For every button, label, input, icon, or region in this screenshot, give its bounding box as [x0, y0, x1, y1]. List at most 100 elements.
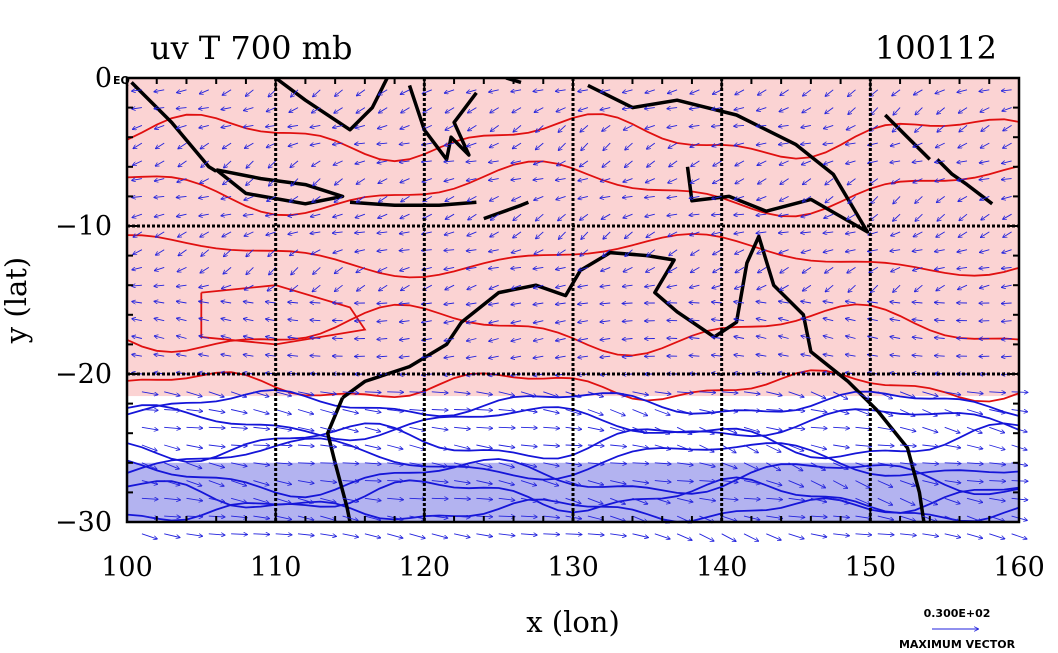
wind-vector: [758, 178, 767, 184]
x-tick-label: 160: [993, 552, 1045, 583]
wind-vector: [734, 214, 745, 215]
wind-vector: [267, 284, 276, 291]
wind-vector: [498, 444, 515, 448]
wind-vector: [846, 160, 856, 164]
wind-vector: [915, 125, 923, 132]
wind-vector: [734, 143, 745, 146]
wind-vector: [387, 463, 403, 465]
wind-vector: [712, 108, 722, 110]
wind-vector: [756, 355, 767, 357]
wind-vector: [141, 480, 158, 485]
wind-vector: [489, 250, 499, 252]
wind-vector: [445, 125, 455, 130]
wind-vector: [959, 125, 968, 131]
wind-vector: [132, 90, 142, 91]
wind-vector: [578, 339, 588, 341]
wind-vector: [520, 462, 536, 467]
wind-vector: [320, 463, 336, 464]
wind-vector: [422, 178, 432, 182]
wind-vector: [721, 498, 738, 500]
wind-vector: [743, 498, 760, 499]
wind-vector: [1002, 196, 1012, 199]
wind-vector: [342, 426, 358, 431]
wind-vector: [431, 444, 447, 449]
wind-vector: [498, 427, 515, 428]
wind-vector: [913, 178, 923, 183]
wind-vector: [735, 178, 745, 184]
wind-vector: [721, 462, 737, 469]
wind-vector: [779, 318, 789, 320]
wind-vector: [133, 124, 143, 129]
wind-vector: [667, 125, 678, 127]
wind-vector: [490, 195, 499, 201]
wind-vector: [290, 160, 299, 167]
wind-vector: [922, 391, 937, 397]
wind-vector: [290, 196, 299, 202]
wind-vector: [364, 444, 381, 449]
wind-vector: [757, 249, 767, 254]
wind-vector: [409, 426, 426, 430]
wind-vector: [556, 90, 566, 92]
wind-vector: [520, 391, 536, 397]
wind-vector: [445, 89, 455, 93]
wind-vector: [559, 231, 566, 239]
wind-vector: [498, 462, 514, 468]
wind-vector: [267, 196, 276, 201]
wind-vector: [275, 426, 292, 430]
wind-vector: [444, 250, 455, 251]
wind-vector: [556, 179, 566, 181]
wind-vector: [201, 142, 210, 149]
wind-vector: [779, 249, 789, 254]
wind-vector: [155, 124, 165, 128]
wind-vector: [290, 284, 299, 291]
wind-vector: [1002, 339, 1012, 340]
wind-vector: [979, 90, 990, 92]
wind-vector: [244, 214, 254, 215]
wind-vector: [357, 89, 366, 96]
wind-vector: [513, 231, 522, 238]
wind-vector: [246, 89, 254, 96]
wind-vector: [780, 178, 789, 185]
wind-vector: [779, 143, 789, 145]
wind-vector: [610, 515, 625, 521]
wind-vector: [536, 213, 544, 221]
wind-vector: [825, 89, 834, 96]
wind-vector: [1011, 533, 1027, 539]
wind-vector: [334, 160, 343, 165]
wind-vector: [712, 355, 722, 356]
wind-vector: [476, 480, 492, 484]
wind-vector: [297, 426, 314, 431]
wind-vector: [877, 391, 892, 399]
wind-vector: [810, 497, 827, 502]
wind-vector: [668, 89, 678, 94]
wind-vector: [208, 445, 225, 447]
wind-vector: [989, 497, 1005, 501]
wind-vector: [357, 284, 366, 291]
wind-vector: [1003, 231, 1012, 237]
wind-vector: [610, 480, 626, 485]
wind-vector: [989, 426, 1004, 432]
wind-vector: [401, 196, 410, 201]
wind-vector: [712, 284, 722, 288]
wind-vector: [690, 231, 700, 236]
wind-vector: [944, 481, 961, 483]
wind-vector: [899, 391, 915, 398]
wind-vector: [848, 89, 856, 97]
wind-vector: [801, 143, 811, 144]
wind-vector: [208, 462, 224, 468]
wind-vector: [578, 90, 588, 92]
wind-vector: [342, 533, 359, 537]
wind-vector: [431, 426, 448, 430]
wind-vector: [356, 107, 366, 113]
wind-vector: [221, 336, 232, 339]
wind-vector: [712, 214, 722, 215]
wind-vector: [1002, 179, 1012, 180]
wind-vector: [201, 160, 210, 167]
wind-vector: [922, 409, 937, 416]
wind-vector: [186, 497, 203, 501]
wind-vector: [900, 534, 916, 536]
wind-vector: [713, 160, 722, 166]
wind-vector: [476, 391, 492, 395]
wind-vector: [498, 480, 514, 485]
wind-vector: [869, 267, 879, 272]
